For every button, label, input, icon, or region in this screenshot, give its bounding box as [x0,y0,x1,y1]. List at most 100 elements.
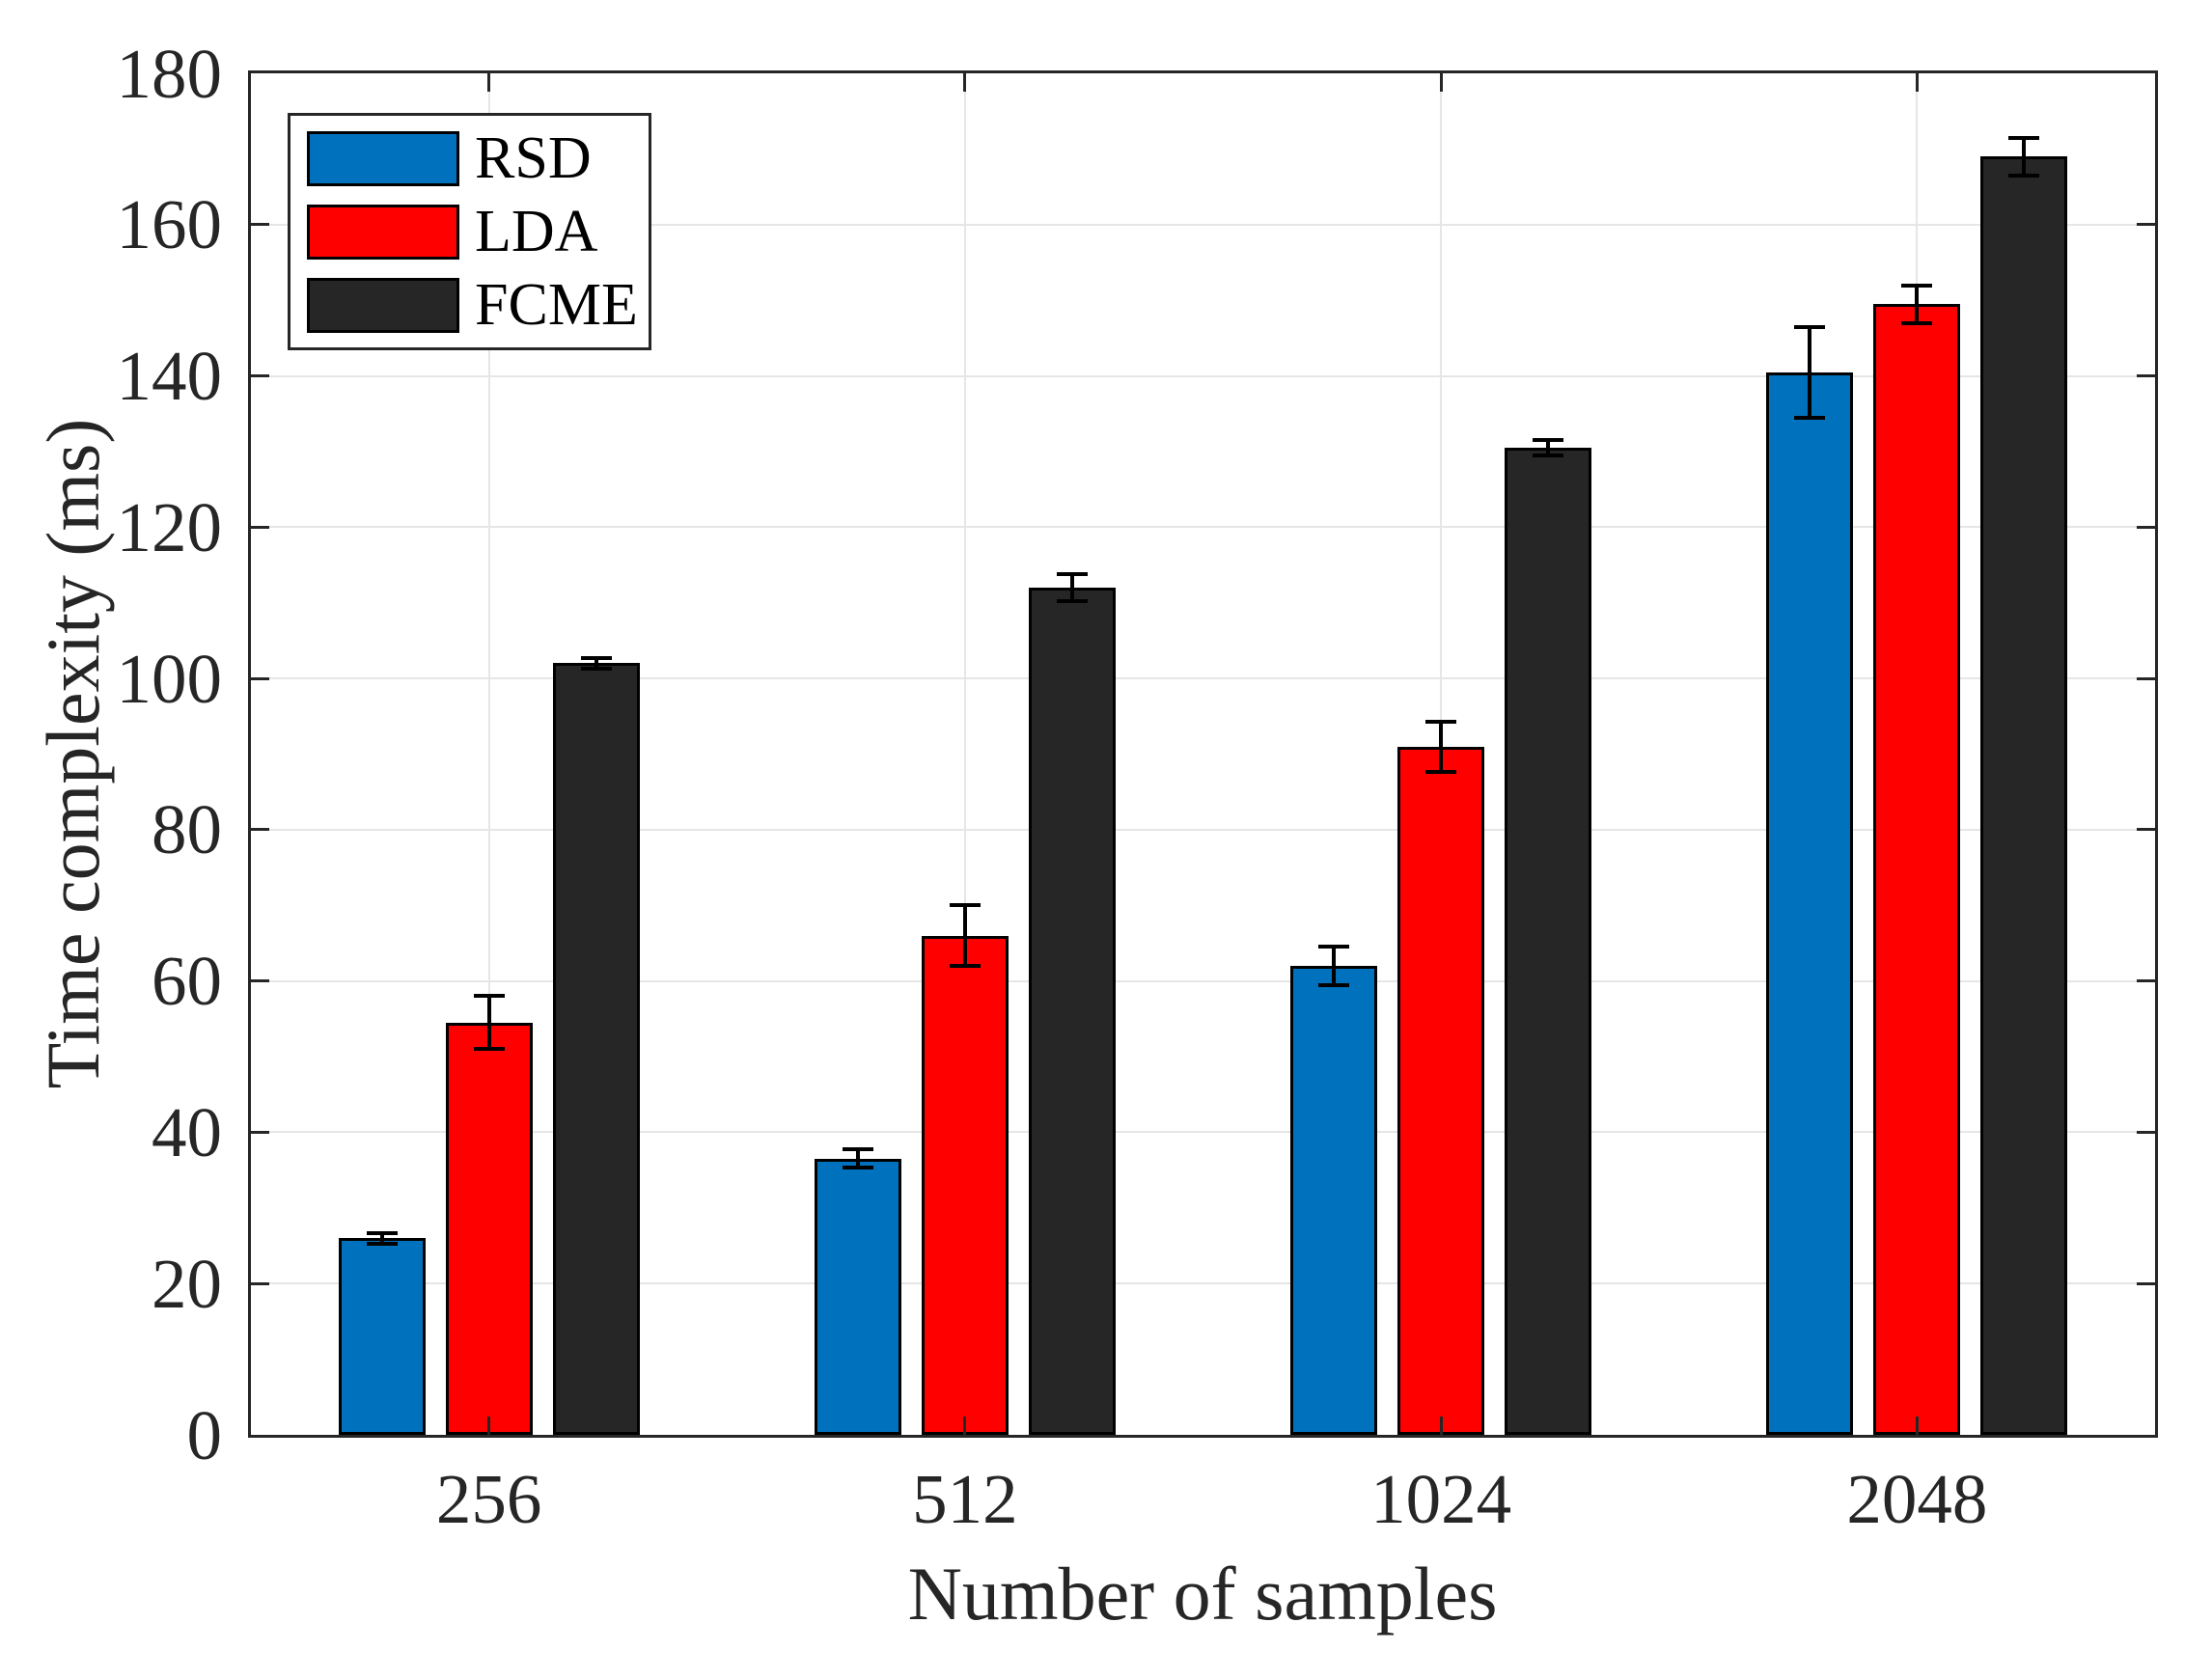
y-tick-mark [251,828,269,832]
error-bar-line [594,657,598,669]
gridline-horizontal [251,979,2155,982]
bar-lda-1024 [1397,746,1485,1435]
bar-fcme-256 [552,663,640,1435]
x-axis-label: Number of samples [907,1552,1498,1636]
gridline-horizontal [251,526,2155,529]
legend-item-lda: LDA [290,195,649,268]
x-tick-mark [487,73,491,92]
legend-item-fcme: FCME [290,268,649,342]
error-bar-line [486,996,491,1050]
error-bar-cap-top [949,903,981,908]
bar-rsd-512 [814,1158,901,1435]
error-bar-line [855,1149,860,1169]
y-tick-label: 80 [152,790,222,869]
x-tick-label: 256 [435,1460,542,1538]
legend-item-rsd: RSD [290,122,649,195]
legend-swatch-lda [307,204,459,260]
error-bar-cap-bottom [366,1241,398,1246]
y-tick-label: 140 [116,337,223,416]
error-bar-cap-bottom [1318,982,1350,987]
x-tick-mark [1915,73,1919,92]
y-tick-label: 160 [116,185,223,264]
x-tick-label: 512 [912,1460,1018,1538]
error-bar-cap-bottom [1533,453,1564,457]
bar-lda-2048 [1873,304,1961,1435]
y-tick-label: 180 [116,34,223,113]
x-tick-mark [963,73,967,92]
error-bar-cap-top [842,1147,873,1152]
error-bar-cap-top [1056,571,1088,576]
y-tick-mark [2137,374,2155,378]
error-bar-cap-top [1425,719,1457,724]
x-tick-mark [487,1417,491,1435]
error-bar-line [2022,137,2027,176]
bar-lda-512 [921,935,1009,1435]
y-tick-mark [2137,828,2155,832]
error-bar-cap-bottom [1056,599,1088,604]
gridline-horizontal [251,1282,2155,1285]
error-bar-line [379,1232,384,1244]
error-bar-cap-top [1318,945,1350,949]
gridline-horizontal [251,1131,2155,1134]
plot-area [248,70,2158,1438]
y-tick-mark [2137,979,2155,983]
error-bar-cap-bottom [2008,173,2040,178]
bar-rsd-2048 [1766,371,1854,1435]
x-tick-label: 2048 [1846,1460,1988,1538]
bar-rsd-256 [338,1238,426,1435]
x-tick-mark [1439,1417,1443,1435]
gridline-vertical [963,73,966,1435]
legend-swatch-rsd [307,130,459,186]
bar-fcme-1024 [1505,448,1592,1435]
legend-label: RSD [475,125,592,191]
plot-canvas [251,73,2155,1435]
y-tick-mark [2137,1130,2155,1134]
error-bar-line [1808,326,1812,418]
y-tick-mark [251,525,269,529]
legend: RSD LDA FCME [288,113,651,350]
error-bar-cap-bottom [1901,320,1933,325]
y-tick-label: 0 [186,1395,223,1474]
y-tick-label: 100 [116,639,223,718]
error-bar-cap-bottom [1425,769,1457,774]
error-bar-line [1915,285,1920,323]
bar-rsd-1024 [1290,966,1378,1435]
error-bar-cap-bottom [842,1166,873,1170]
y-tick-mark [2137,676,2155,680]
y-tick-mark [251,1130,269,1134]
x-tick-mark [1915,1417,1919,1435]
y-tick-label: 40 [152,1092,222,1171]
y-tick-mark [2137,525,2155,529]
error-bar-cap-bottom [1794,415,1826,420]
bar-lda-256 [445,1022,533,1435]
bar-fcme-2048 [1980,156,2068,1435]
legend-label: FCME [475,272,638,338]
error-bar-cap-top [366,1230,398,1235]
error-bar-line [1069,573,1074,602]
error-bar-cap-bottom [949,964,981,968]
error-bar-line [1439,721,1444,772]
gridline-horizontal [251,677,2155,680]
y-tick-mark [251,979,269,983]
legend-swatch-fcme [307,277,459,333]
y-tick-label: 60 [152,942,222,1021]
error-bar-cap-top [1794,324,1826,329]
y-tick-mark [251,223,269,227]
error-bar-cap-bottom [473,1047,505,1052]
error-bar-line [962,905,967,966]
error-bar-line [1546,440,1551,455]
gridline-horizontal [251,828,2155,831]
y-tick-mark [2137,1281,2155,1285]
error-bar-cap-top [2008,135,2040,140]
error-bar-cap-top [1901,283,1933,288]
error-bar-cap-top [580,655,612,660]
legend-label: LDA [475,199,598,264]
x-tick-mark [963,1417,967,1435]
error-bar-cap-top [473,994,505,999]
x-tick-label: 1024 [1370,1460,1512,1538]
y-tick-mark [251,374,269,378]
x-tick-mark [1439,73,1443,92]
gridline-horizontal [251,223,2155,226]
y-tick-mark [251,1281,269,1285]
